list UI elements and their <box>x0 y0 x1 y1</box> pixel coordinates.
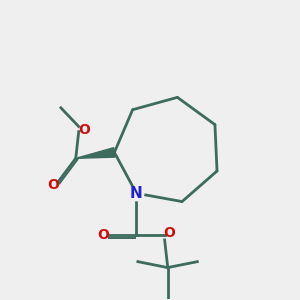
Polygon shape <box>76 148 115 158</box>
Circle shape <box>129 186 144 201</box>
Text: O: O <box>164 226 176 240</box>
Text: O: O <box>78 123 90 137</box>
Text: N: N <box>130 186 143 201</box>
Text: O: O <box>47 178 59 191</box>
Text: O: O <box>97 228 109 242</box>
